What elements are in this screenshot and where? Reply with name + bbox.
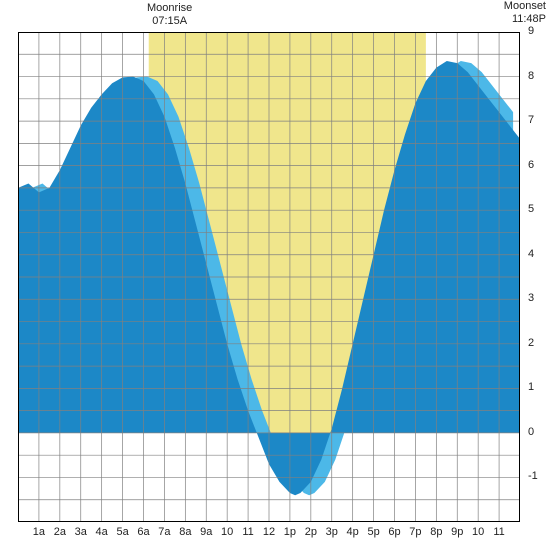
x-tick: 3a	[75, 526, 87, 538]
x-tick: 9p	[451, 526, 463, 538]
x-tick: 7a	[158, 526, 170, 538]
x-tick: 2a	[54, 526, 66, 538]
x-tick: 5a	[116, 526, 128, 538]
moonrise-time: 07:15A	[142, 15, 198, 28]
y-tick: 8	[528, 70, 548, 82]
x-tick: 1a	[33, 526, 45, 538]
top-annotations: Moonrise 07:15A Moonset 11:48P	[0, 0, 550, 30]
tide-chart: Moonrise 07:15A Moonset 11:48P -10123456…	[0, 0, 550, 550]
plot-area	[18, 32, 520, 522]
y-tick: 9	[528, 25, 548, 37]
x-axis: 1a 2a 3a 4a 5a 6a 7a 8a 9a 10 11 12 1p 2p 3p 4p 5p 6p 7p 8p…	[0, 526, 550, 542]
x-tick: 10	[472, 526, 484, 538]
moonset-annotation: Moonset 11:48P	[504, 0, 546, 26]
x-tick: 4a	[96, 526, 108, 538]
y-tick: 2	[528, 337, 548, 349]
y-tick: 1	[528, 381, 548, 393]
x-tick: 5p	[367, 526, 379, 538]
x-tick: 1p	[284, 526, 296, 538]
x-tick: 6p	[388, 526, 400, 538]
x-tick: 3p	[326, 526, 338, 538]
x-tick: 12	[263, 526, 275, 538]
y-tick: 0	[528, 426, 548, 438]
x-tick: 11	[493, 526, 504, 538]
y-tick: 3	[528, 292, 548, 304]
x-tick: 7p	[409, 526, 421, 538]
x-tick: 2p	[305, 526, 317, 538]
x-tick: 10	[221, 526, 233, 538]
moonset-label: Moonset	[504, 0, 546, 13]
moonrise-annotation: Moonrise 07:15A	[142, 2, 198, 28]
y-axis: -10123456789	[524, 32, 548, 522]
y-tick: 4	[528, 248, 548, 260]
x-tick: 6a	[137, 526, 149, 538]
x-tick: 8a	[179, 526, 191, 538]
y-tick: 5	[528, 203, 548, 215]
x-tick: 4p	[347, 526, 359, 538]
y-tick: 7	[528, 114, 548, 126]
x-tick: 9a	[200, 526, 212, 538]
y-tick: 6	[528, 159, 548, 171]
x-tick: 8p	[430, 526, 442, 538]
y-tick: -1	[528, 470, 548, 482]
x-tick: 11	[242, 526, 253, 538]
moonrise-label: Moonrise	[142, 2, 198, 15]
